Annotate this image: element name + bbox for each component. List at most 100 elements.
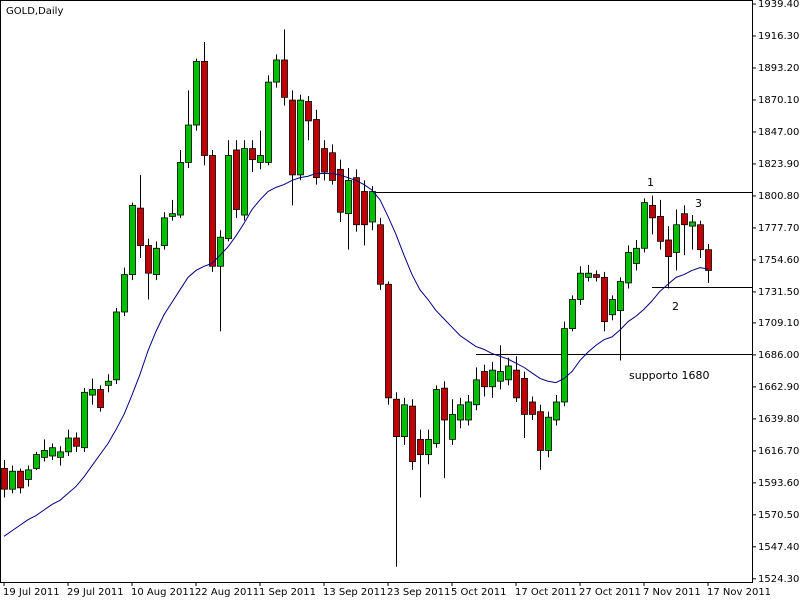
y-tick-label: 1616.70 <box>758 446 799 457</box>
candle-body <box>241 148 248 216</box>
y-tick-label: 1777.70 <box>758 223 799 234</box>
candle-body <box>577 272 584 300</box>
candle-body <box>257 155 264 163</box>
x-tick-label: 29 Jul 2011 <box>67 587 124 598</box>
candle-body <box>633 247 640 264</box>
y-tick-label: 1870.10 <box>758 95 799 106</box>
annotation: 3 <box>695 197 702 210</box>
candle-body <box>521 378 528 415</box>
candle-body <box>361 191 368 226</box>
candle-body <box>537 411 544 451</box>
y-tick-label: 1893.20 <box>758 63 799 74</box>
y-tick-label: 1547.40 <box>758 542 799 553</box>
y-tick-label: 1800.80 <box>758 191 799 202</box>
candle-body <box>385 283 392 399</box>
candle-body <box>409 405 416 462</box>
candle-body <box>433 389 440 444</box>
candle-body <box>489 369 496 388</box>
candle-body <box>345 180 352 215</box>
candle-body <box>33 454 40 469</box>
candle-body <box>193 60 200 126</box>
candle-body <box>41 450 48 458</box>
x-tick-label: 27 Oct 2011 <box>579 587 641 598</box>
candle-body <box>57 451 64 458</box>
candle-body <box>145 245 152 274</box>
y-tick-label: 1847.00 <box>758 127 799 138</box>
candle-body <box>513 369 520 399</box>
candle-body <box>209 155 216 267</box>
candle-body <box>169 213 176 217</box>
x-tick-label: 10 Aug 2011 <box>131 587 195 598</box>
candle-body <box>369 191 376 223</box>
candle-body <box>393 398 400 438</box>
y-tick-label: 1524.30 <box>758 574 799 585</box>
candle-body <box>585 272 592 278</box>
candle-body <box>401 404 408 438</box>
candle-body <box>481 371 488 388</box>
candle-body <box>505 365 512 381</box>
candle-body <box>273 59 280 83</box>
candle-body <box>665 239 672 257</box>
candle-body <box>321 148 328 173</box>
candle-body <box>113 311 120 381</box>
candle-body <box>457 404 464 421</box>
candle-body <box>553 401 560 421</box>
annotation: 2 <box>672 300 679 313</box>
candle-body <box>73 437 80 447</box>
candle-body <box>17 470 24 489</box>
x-tick-label: 5 Oct 2011 <box>451 587 506 598</box>
candle-body <box>609 299 616 316</box>
candle-body <box>89 389 96 396</box>
y-tick-label: 1754.60 <box>758 255 799 266</box>
candle-body <box>705 249 712 271</box>
candle-body <box>353 177 360 226</box>
candle-body <box>217 236 224 267</box>
candle-body <box>417 438 424 456</box>
candle-body <box>81 391 88 449</box>
chart-title: GOLD,Daily <box>6 6 63 17</box>
x-tick-label: 23 Sep 2011 <box>387 587 450 598</box>
candle-body <box>697 224 704 251</box>
candle-body <box>449 414 456 440</box>
candle-body <box>265 81 272 163</box>
candle-body <box>497 371 504 382</box>
candle-body <box>617 281 624 311</box>
y-tick-label: 1709.10 <box>758 318 799 329</box>
x-tick-label: 22 Aug 2011 <box>195 587 259 598</box>
candle-body <box>65 437 72 453</box>
candle-body <box>545 416 552 451</box>
y-tick-label: 1731.50 <box>758 287 799 298</box>
candle-body <box>105 380 112 386</box>
candle-body <box>25 469 32 480</box>
x-tick-label: 17 Oct 2011 <box>515 587 577 598</box>
candle-body <box>289 99 296 176</box>
x-tick-label: 17 Nov 2011 <box>707 587 771 598</box>
y-tick-label: 1823.90 <box>758 159 799 170</box>
candle-body <box>161 217 168 246</box>
candle-body <box>305 101 312 122</box>
candle-body <box>1 468 8 490</box>
candle-body <box>641 202 648 249</box>
candle-body <box>233 149 240 210</box>
candle-body <box>225 155 232 239</box>
candle-body <box>473 379 480 406</box>
candle-body <box>97 389 104 408</box>
candle-body <box>153 247 160 275</box>
candle-body <box>377 224 384 285</box>
annotation: 1 <box>647 176 654 189</box>
y-tick-label: 1570.50 <box>758 510 799 521</box>
annotation: supporto 1680 <box>629 369 709 382</box>
candle-body <box>569 299 576 329</box>
candle-body <box>177 162 184 216</box>
candle-body <box>681 213 688 226</box>
candle-body <box>121 274 128 313</box>
x-tick-label: 19 Jul 2011 <box>3 587 60 598</box>
x-tick-label: 13 Sep 2011 <box>323 587 386 598</box>
candle-body <box>281 59 288 98</box>
candle-body <box>129 204 136 275</box>
candle-body <box>329 152 336 181</box>
candle-body <box>649 204 656 219</box>
candle-body <box>49 447 56 457</box>
candle-body <box>625 252 632 284</box>
